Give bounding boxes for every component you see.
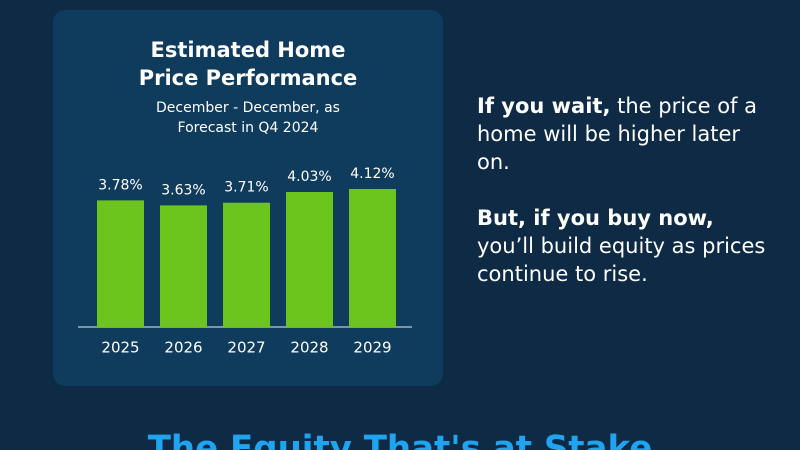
message-text: the price of a home will be higher later…	[477, 94, 757, 174]
bar	[160, 205, 207, 327]
message-bold: If you wait,	[477, 94, 611, 118]
value-label: 3.78%	[98, 177, 142, 193]
chart-subtitle: December - December, as Forecast in Q4 2…	[156, 100, 340, 136]
chart-title: Estimated Home Price Performance	[138, 38, 358, 90]
bar	[223, 202, 270, 327]
message-bold: But, if you buy now,	[477, 206, 714, 230]
footer-title: The Equity That's at Stake	[148, 429, 653, 450]
message-text: you’ll build equity as prices continue t…	[477, 234, 766, 286]
x-tick-label: 2026	[164, 339, 202, 357]
bar	[286, 192, 333, 327]
x-tick-label: 2025	[101, 339, 139, 357]
chart-header: Estimated Home Price Performance Decembe…	[138, 38, 358, 136]
value-label: 3.63%	[161, 182, 205, 198]
value-label: 4.03%	[287, 169, 331, 185]
message: If you wait, the price of a home will be…	[477, 92, 767, 176]
chart-panel	[53, 10, 443, 386]
message: But, if you buy now, you’ll build equity…	[477, 204, 767, 288]
x-tick-label: 2028	[290, 339, 328, 357]
value-label: 3.71%	[224, 180, 268, 196]
value-label: 4.12%	[350, 166, 394, 182]
bar	[97, 200, 144, 327]
x-tick-label: 2027	[227, 339, 265, 357]
bar	[349, 189, 396, 327]
x-tick-label: 2029	[353, 339, 391, 357]
